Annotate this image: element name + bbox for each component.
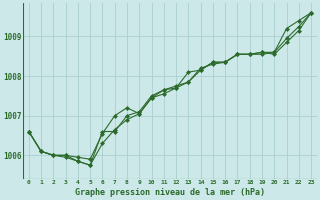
- X-axis label: Graphe pression niveau de la mer (hPa): Graphe pression niveau de la mer (hPa): [75, 188, 265, 197]
